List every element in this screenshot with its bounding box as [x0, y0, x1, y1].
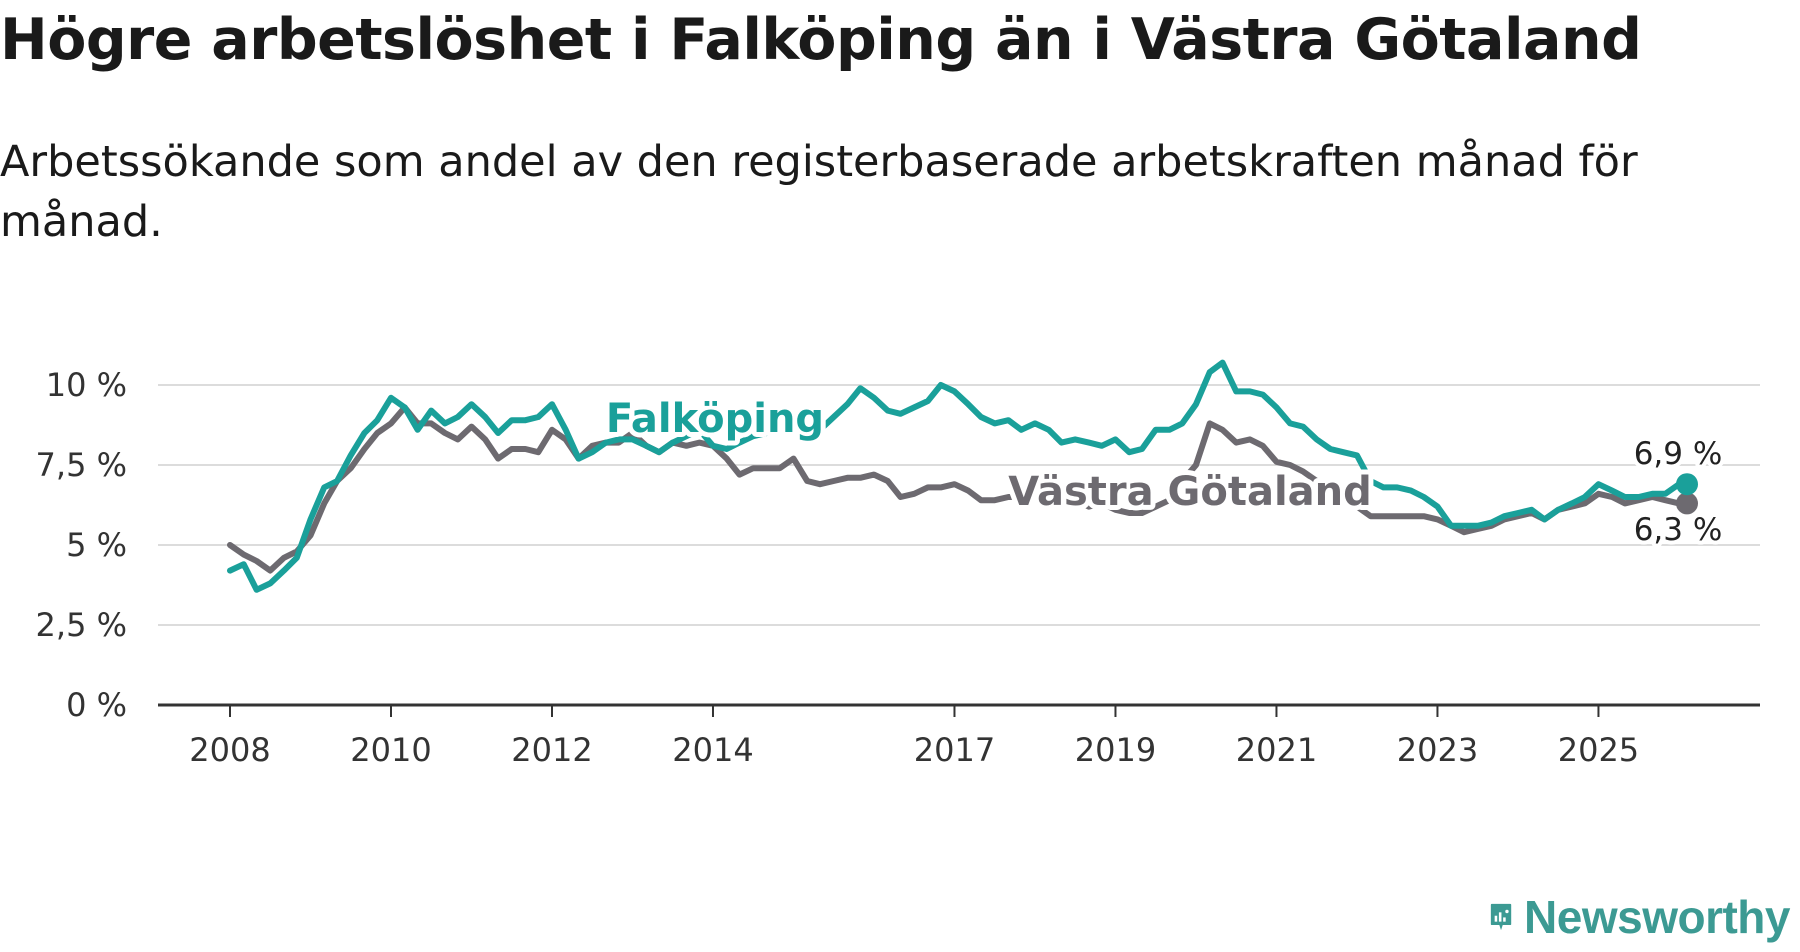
series-end-marker	[1676, 473, 1698, 496]
page-subtitle: Arbetssökande som andel av den registerb…	[0, 137, 1638, 247]
page-title: Högre arbetslöshet i Falköping än i Väst…	[0, 7, 1642, 73]
y-tick-label: 5 %	[66, 526, 127, 564]
x-tick-label: 2017	[914, 731, 995, 769]
x-tick-label: 2014	[672, 731, 753, 769]
y-tick-label: 2,5 %	[36, 606, 127, 644]
y-tick-label: 7,5 %	[36, 446, 127, 484]
series-lines	[227, 359, 1698, 593]
series-end-marker	[1676, 492, 1698, 515]
x-tick-label: 2019	[1075, 731, 1156, 769]
x-tick-label: 2025	[1558, 731, 1639, 769]
x-tick-label: 2012	[511, 731, 592, 769]
x-tick-label: 2023	[1397, 731, 1478, 769]
grid-lines	[158, 384, 1760, 707]
end-value-label-vastra-gotaland: 6,3 %	[1634, 512, 1723, 548]
y-tick-label: 0 %	[66, 686, 127, 724]
series-labels: Falköping Västra Götaland 6,9 % 6,3 %	[601, 391, 1726, 552]
x-axis-ticks: 2008 2010 2012 2014 2017 2019 2021 2023 2025	[189, 705, 1639, 769]
y-axis-ticks: 0 % 2,5 % 5 % 7,5 % 10 %	[36, 366, 127, 724]
x-tick-label: 2021	[1236, 731, 1317, 769]
series-line-falkoping	[227, 359, 1690, 593]
end-value-label-falkoping: 6,9 %	[1634, 436, 1723, 472]
x-tick-label: 2008	[189, 731, 270, 769]
series-line-vastra-gotaland	[227, 404, 1690, 574]
series-label-vastra-gotaland: Västra Götaland	[1008, 469, 1372, 515]
brand-logo: Newsworthy	[1490, 882, 1790, 952]
brand-name: Newsworthy	[1524, 891, 1790, 943]
series-label-falkoping: Falköping	[606, 396, 824, 442]
y-tick-label: 10 %	[46, 366, 127, 404]
newsworthy-logo-icon	[1490, 903, 1512, 931]
x-tick-label: 2010	[350, 731, 431, 769]
